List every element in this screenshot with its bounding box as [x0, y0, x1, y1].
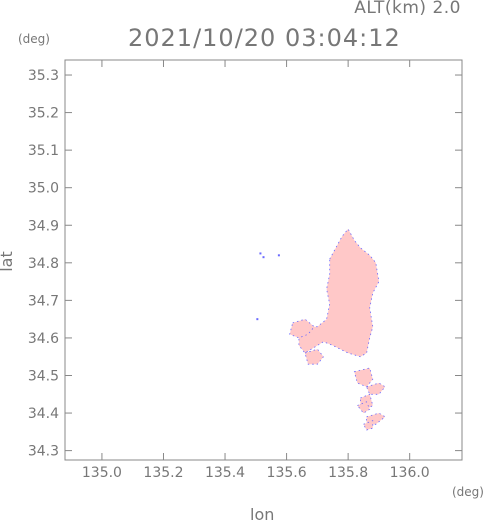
y-tick-label: 34.5 — [28, 368, 59, 384]
y-tick-label: 34.6 — [28, 331, 59, 347]
x-tick-label: 135.4 — [205, 465, 245, 481]
y-tick-label: 35.2 — [28, 106, 59, 122]
x-tick-label: 136.0 — [390, 465, 430, 481]
echo-region-south-patch-1 — [353, 367, 374, 388]
y-tick-label: 35.1 — [28, 143, 59, 159]
altitude-label: ALT(km) 2.0 — [354, 0, 461, 18]
echo-speck — [259, 252, 262, 255]
y-tick-label: 34.8 — [28, 256, 59, 272]
x-tick-label: 135.2 — [143, 465, 183, 481]
x-tick-label: 135.6 — [267, 465, 307, 481]
echo-region-southwest-patch — [304, 348, 324, 365]
echo-regions — [256, 228, 386, 431]
timestamp-title: 2021/10/20 03:04:12 — [128, 24, 401, 52]
echo-speck — [262, 256, 265, 259]
y-tick-label: 34.7 — [28, 293, 59, 309]
x-tick-label: 135.0 — [82, 465, 122, 481]
x-axis-unit: (deg) — [452, 485, 484, 499]
x-axis-label: lon — [250, 505, 275, 524]
plot-frame — [64, 59, 463, 461]
echo-speck — [256, 318, 259, 321]
y-tick-label: 34.4 — [28, 406, 59, 422]
echo-region-south-patch-4 — [356, 401, 371, 414]
echo-region-west-lobe — [289, 318, 315, 339]
echo-speck — [277, 254, 280, 257]
echo-region-main-body — [298, 228, 380, 358]
y-tick-label: 34.9 — [28, 218, 59, 234]
axis-ticks: 135.0 135.2 135.4 135.6 135.8 136.0 34.3 34.4 34… — [28, 60, 462, 481]
y-tick-label: 35.0 — [28, 181, 59, 197]
echo-region-south-tail — [363, 420, 374, 431]
x-tick-label: 135.8 — [328, 465, 368, 481]
y-tick-label: 34.3 — [28, 444, 59, 460]
y-axis-unit: (deg) — [18, 32, 50, 46]
y-tick-label: 35.3 — [28, 68, 59, 84]
echo-region-south-patch-2 — [366, 382, 386, 395]
